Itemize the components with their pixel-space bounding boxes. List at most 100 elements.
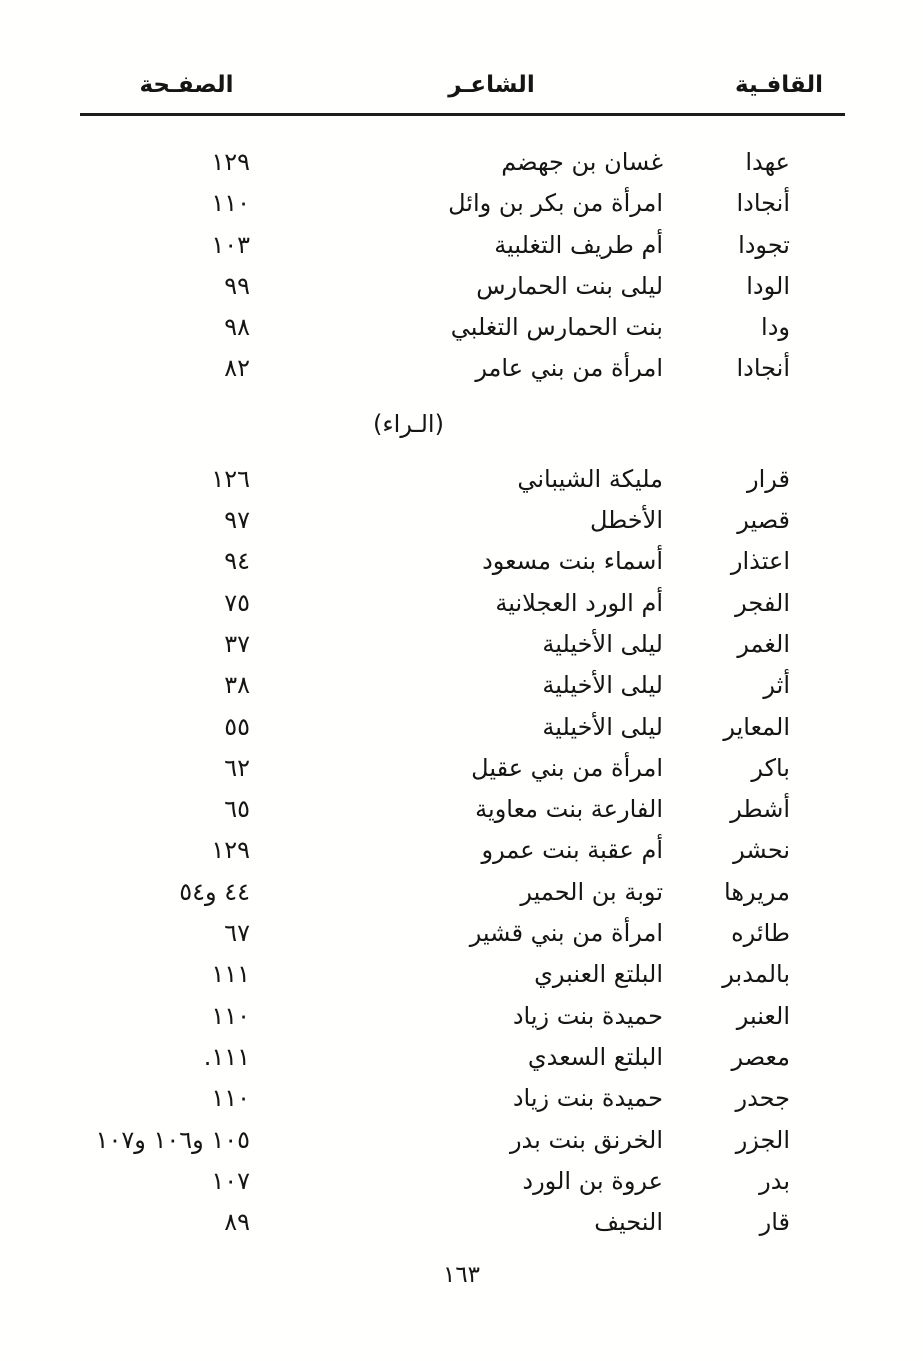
header-page-column: الصفـحة <box>139 72 234 98</box>
page-number-cell: ١٢٦ <box>211 464 250 493</box>
rhyme-cell: عهدا <box>745 148 790 176</box>
page-number-cell: ١٠٥ و١٠٦ و١٠٧ <box>95 1125 250 1154</box>
poet-cell: أم عقبة بنت عمرو <box>481 836 664 865</box>
poet-cell: النحيف <box>594 1208 663 1237</box>
poet-cell: ليلى الأخيلية <box>542 629 663 658</box>
poet-cell: امرأة من بني قشير <box>469 919 663 948</box>
page-number-cell: ١٢٩ <box>211 148 250 176</box>
rhyme-cell: أثر <box>763 671 790 700</box>
table-row: بدر عروة بن الورد ١٠٧ <box>0 1161 923 1202</box>
table-row: الغمر ليلى الأخيلية ٣٧ <box>0 624 923 665</box>
table-row: قرار مليكة الشيباني ١٢٦ <box>0 459 923 500</box>
page-number-cell: ١١٠ <box>211 1084 250 1113</box>
page-number-cell: ٨٩ <box>224 1208 250 1237</box>
poet-cell: الخرنق بنت بدر <box>509 1125 663 1154</box>
table-row: بالمدبر البلتع العنبري ١١١ <box>0 954 923 995</box>
table-row: قار النحيف ٨٩ <box>0 1202 923 1243</box>
rhyme-cell: نحشر <box>733 836 790 865</box>
page-number-cell: ١١٠ <box>211 1001 250 1030</box>
table-row: جحدر حميدة بنت زياد ١١٠ <box>0 1078 923 1119</box>
rhyme-cell: باكر <box>751 753 790 782</box>
rhyme-cell: قصير <box>737 506 790 535</box>
folio-page-number: ١٦٣ <box>442 1262 481 1289</box>
page-number-cell: ٩٩ <box>224 271 250 300</box>
rhyme-cell: الجزر <box>735 1125 790 1154</box>
rhyme-cell: قرار <box>747 464 790 493</box>
poet-cell: حميدة بنت زياد <box>512 1084 663 1113</box>
poet-cell: بنت الحمارس التغلبي <box>450 313 663 342</box>
page-number-cell: ٦٢ <box>224 753 250 782</box>
table-row: نحشر أم عقبة بنت عمرو ١٢٩ <box>0 830 923 871</box>
page-number-cell: ٣٧ <box>224 629 250 658</box>
rhyme-cell: طائره <box>731 919 790 948</box>
poet-cell: توبة بن الحمير <box>520 877 663 906</box>
table-row: باكر امرأة من بني عقيل ٦٢ <box>0 748 923 789</box>
table-row: أنجادا امرأة من بكر بن وائل ١١٠ <box>0 183 923 224</box>
page-number-cell: ٨٢ <box>224 354 250 383</box>
poet-cell: حميدة بنت زياد <box>512 1001 663 1030</box>
poet-cell: أسماء بنت مسعود <box>482 547 663 576</box>
rhyme-cell: بدر <box>759 1166 790 1195</box>
rhyme-cell: المعاير <box>723 712 790 741</box>
page-number-cell: ١١١ <box>211 960 250 989</box>
poet-cell: امرأة من بكر بن وائل <box>448 189 663 218</box>
table-row: المعاير ليلى الأخيلية ٥٥ <box>0 707 923 748</box>
poet-cell: امرأة من بني عامر <box>475 354 663 383</box>
table-row: معصر البلتع السعدي ١١١. <box>0 1037 923 1078</box>
table-row: أنجادا امرأة من بني عامر ٨٢ <box>0 348 923 389</box>
table-row: الودا ليلى بنت الحمارس ٩٩ <box>0 266 923 307</box>
rhyme-cell: أنجادا <box>736 354 790 383</box>
rhyme-cell: جحدر <box>735 1084 790 1113</box>
poet-cell: مليكة الشيباني <box>517 464 663 493</box>
page-number-cell: ٥٥ <box>224 712 250 741</box>
poet-cell: البلتع السعدي <box>527 1042 663 1071</box>
rhyme-cell: معصر <box>731 1042 791 1071</box>
rhyme-cell: قار <box>759 1208 790 1237</box>
page-number-cell: ٩٤ <box>224 547 250 576</box>
rhyme-cell: أنجادا <box>736 189 790 218</box>
index-table: عهدا غسان بن جهضم ١٢٩ أنجادا امرأة من بكر بن… <box>0 142 923 1243</box>
table-row: عهدا غسان بن جهضم ١٢٩ <box>0 142 923 183</box>
poet-cell: غسان بن جهضم <box>501 148 663 176</box>
poet-cell: الفارعة بنت معاوية <box>475 795 663 824</box>
rhyme-cell: الفجر <box>735 588 790 617</box>
table-row: الجزر الخرنق بنت بدر ١٠٥ و١٠٦ و١٠٧ <box>0 1120 923 1161</box>
table-header: القافـية الشاعـر الصفـحة <box>0 70 923 100</box>
page-number-cell: ٤٤ و٥٤ <box>179 877 250 906</box>
table-row: اعتذار أسماء بنت مسعود ٩٤ <box>0 541 923 582</box>
rhyme-cell: الغمر <box>737 629 790 658</box>
poet-cell: أم طريف التغلبية <box>494 230 663 259</box>
page-number-cell: ١٠٧ <box>211 1166 250 1195</box>
rhyme-cell: بالمدبر <box>722 960 790 989</box>
page-number-cell: ١١١. <box>203 1042 250 1071</box>
page-number-cell: ٦٧ <box>224 919 250 948</box>
header-rhyme-column: القافـية <box>735 72 823 98</box>
rhyme-cell: مريرها <box>724 877 790 906</box>
poet-cell: ليلى الأخيلية <box>542 671 663 700</box>
page-number-cell: ١٢٩ <box>211 836 250 865</box>
poet-cell: ليلى الأخيلية <box>542 712 663 741</box>
header-divider-rule <box>80 113 845 116</box>
rhyme-cell: ودا <box>761 313 790 342</box>
rhyme-cell: الودا <box>746 271 790 300</box>
table-row: تجودا أم طريف التغلبية ١٠٣ <box>0 225 923 266</box>
page-number-cell: ٦٥ <box>224 795 250 824</box>
rhyme-cell: أشطر <box>730 795 790 824</box>
table-row: أثر ليلى الأخيلية ٣٨ <box>0 665 923 706</box>
rhyme-cell: اعتذار <box>730 547 790 576</box>
page-number-cell: ٣٨ <box>224 671 250 700</box>
poet-cell: امرأة من بني عقيل <box>471 753 663 782</box>
poet-cell: الأخطل <box>589 506 663 535</box>
poet-cell: أم الورد العجلانية <box>495 588 663 617</box>
poet-cell: ليلى بنت الحمارس <box>476 271 663 300</box>
table-row: مريرها توبة بن الحمير ٤٤ و٥٤ <box>0 872 923 913</box>
poet-cell: البلتع العنبري <box>534 960 663 989</box>
header-poet-column: الشاعـر <box>448 72 535 98</box>
table-row: طائره امرأة من بني قشير ٦٧ <box>0 913 923 954</box>
table-row: العنبر حميدة بنت زياد ١١٠ <box>0 996 923 1037</box>
rhyme-cell: العنبر <box>736 1001 790 1030</box>
table-row: أشطر الفارعة بنت معاوية ٦٥ <box>0 789 923 830</box>
section-heading: (الـراء) <box>373 409 444 438</box>
poet-cell: عروة بن الورد <box>522 1166 663 1195</box>
